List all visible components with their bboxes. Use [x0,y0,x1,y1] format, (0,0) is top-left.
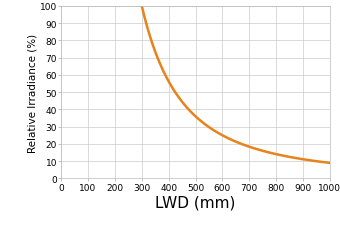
Y-axis label: Relative Irradiance (%): Relative Irradiance (%) [27,33,37,152]
X-axis label: LWD (mm): LWD (mm) [155,194,236,210]
